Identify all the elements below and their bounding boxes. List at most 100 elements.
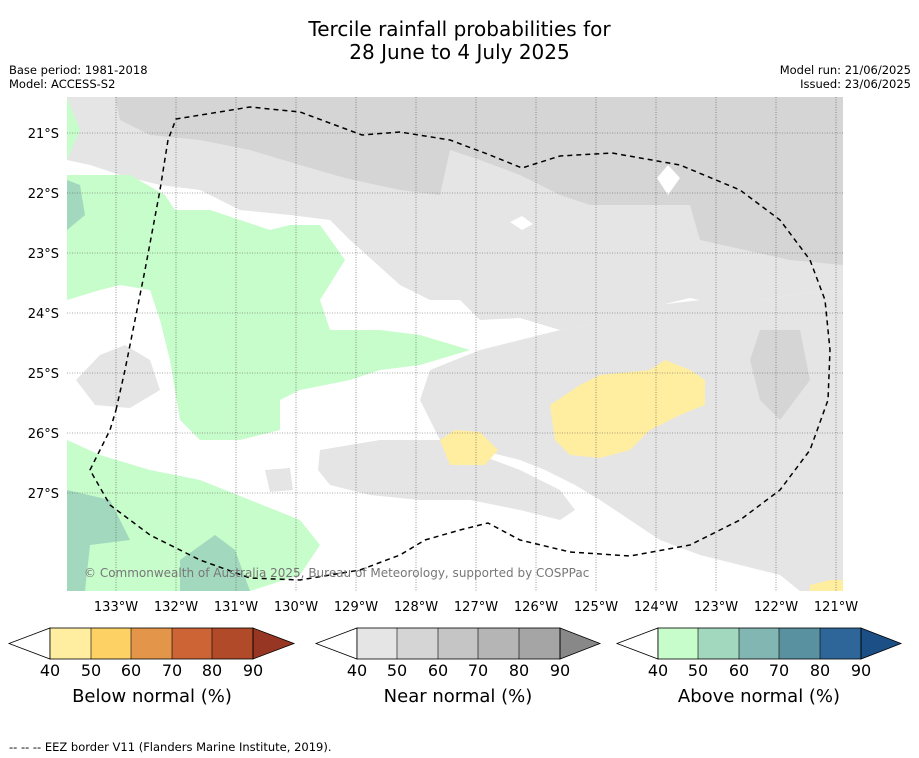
above-normal-50-region [67,180,85,230]
below-normal-region-2 [440,430,498,465]
colorbar-below-swatch-60 [131,628,172,659]
lon-label-130w: 130°W [274,600,318,615]
below-tick-40: 40 [39,661,61,680]
title-line-2: 28 June to 4 July 2025 [349,40,570,64]
near-normal-50-region [115,97,843,265]
lon-label-123w: 123°W [694,600,738,615]
latitude-labels: 21°S 22°S 23°S 24°S 25°S 26°S 27°S [28,127,59,502]
lon-label-129w: 129°W [334,600,378,615]
colorbar-above-frame [657,627,862,660]
near-normal-region-5 [265,468,293,492]
above-normal-region-2 [67,440,320,591]
colorbar-above-swatch-40 [658,628,698,659]
map-panel: 21°S 22°S 23°S 24°S 25°S 26°S 27°S 133°W… [28,97,858,615]
colorbar-above-swatch-80 [820,628,861,659]
model-run-date: Model run: 21/06/2025 [779,63,911,77]
colorbar-near-swatch-80 [519,628,560,659]
near-tick-80: 80 [508,661,530,680]
above-normal-50-region-3 [180,535,250,591]
above-normal-region [67,97,470,440]
colorbar-above-dividers [697,628,821,659]
clear-patch [657,165,680,195]
run-info: Model run: 21/06/2025 Issued: 23/06/2025 [780,63,911,91]
lon-label-133w: 133°W [94,600,138,615]
near-tick-90: 90 [549,661,571,680]
gridlines [67,97,843,591]
above-tick-80: 80 [809,661,831,680]
colorbar-above-normal [615,627,903,660]
colorbar-below-swatch-80 [212,628,253,659]
colorbar-below-dividers [90,628,213,659]
issued-date: Issued: 23/06/2025 [800,77,911,91]
near-tick-40: 40 [346,661,368,680]
colorbar-below-swatch-40 [50,628,91,659]
above-normal-50-region-2 [67,490,130,591]
lon-label-131w: 131°W [214,600,258,615]
title-line-1: Tercile rainfall probabilities for [308,17,611,41]
colorbar-near-high-cap [559,627,602,660]
colorbar-above-swatch-60 [739,628,779,659]
below-tick-70: 70 [161,661,183,680]
below-tick-90: 90 [242,661,264,680]
lat-label-25s: 25°S [28,367,59,382]
below-tick-60: 60 [120,661,142,680]
map-title: Tercile rainfall probabilities for 28 Ju… [0,18,919,64]
lon-label-124w: 124°W [634,600,678,615]
lat-label-26s: 26°S [28,427,59,442]
colorbar-above-swatch-70 [779,628,820,659]
colorbar-below-normal [7,627,296,660]
copyright-notice: © Commonwealth of Australia 2025, Bureau… [84,566,589,580]
model-name: Model: ACCESS-S2 [9,77,116,91]
colorbar-above-high-cap [860,627,903,660]
below-normal-region [550,360,705,458]
colorbar-below-frame [49,627,254,660]
colorbar-below-swatch-70 [172,628,212,659]
lat-label-22s: 22°S [28,187,59,202]
colorbar-near-low-cap [314,627,358,660]
lon-label-128w: 128°W [394,600,438,615]
below-tick-80: 80 [201,661,223,680]
below-tick-50: 50 [80,661,102,680]
colorbar-near-swatch-40 [357,628,397,659]
colorbar-near-normal [314,627,602,660]
lon-label-122w: 122°W [754,600,798,615]
above-tick-90: 90 [850,661,872,680]
above-tick-40: 40 [647,661,669,680]
longitude-labels: 133°W 132°W 131°W 130°W 129°W 128°W 127°… [94,600,858,615]
colorbar-below-high-cap [252,627,296,660]
above-tick-50: 50 [687,661,709,680]
base-info: Base period: 1981-2018 Model: ACCESS-S2 [9,63,148,91]
lat-label-27s: 27°S [28,487,59,502]
colorbar-below-swatch-50 [91,628,131,659]
near-tick-70: 70 [467,661,489,680]
colorbar-near-frame [356,627,561,660]
lon-label-126w: 126°W [514,600,558,615]
base-period: Base period: 1981-2018 [9,63,148,77]
lat-label-23s: 23°S [28,247,59,262]
below-normal-region-3 [810,580,843,591]
lon-label-127w: 127°W [454,600,498,615]
lat-label-21s: 21°S [28,127,59,142]
above-tick-70: 70 [768,661,790,680]
lon-label-132w: 132°W [154,600,198,615]
near-tick-60: 60 [427,661,449,680]
colorbar-near-dividers [396,628,520,659]
near-normal-50-region-2 [750,330,810,420]
colorbar-below-label: Below normal (%) [72,686,232,707]
eez-legend-note: -- -- -- EEZ border V11 (Flanders Marine… [9,740,332,754]
colorbar-below-low-cap [7,627,51,660]
near-normal-region-4 [76,345,160,408]
colorbar-near-swatch-70 [478,628,519,659]
clear-patch-2 [510,216,533,230]
above-tick-60: 60 [728,661,750,680]
colorbar-above-label: Above normal (%) [677,686,841,707]
colorbar-above-swatch-50 [698,628,739,659]
colorbar-near-label: Near normal (%) [383,686,533,707]
lon-label-121w: 121°W [814,600,858,615]
near-normal-region-3 [318,440,575,520]
colorbar-above-low-cap [615,627,659,660]
near-tick-50: 50 [386,661,408,680]
lat-label-24s: 24°S [28,307,59,322]
lon-label-125w: 125°W [574,600,618,615]
